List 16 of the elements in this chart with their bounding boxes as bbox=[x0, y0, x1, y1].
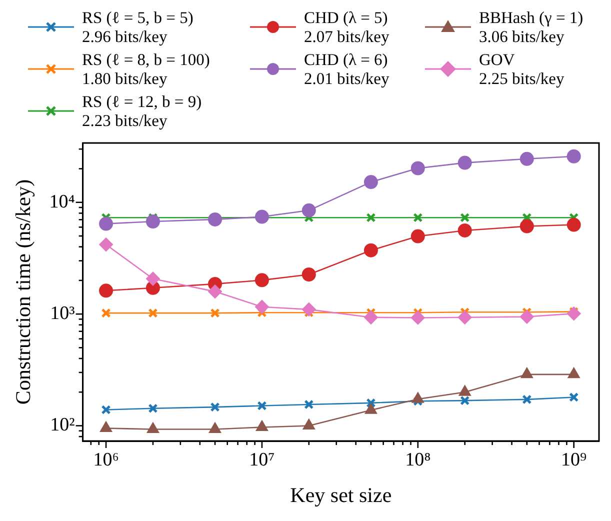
x-tick-label: 10⁶ bbox=[93, 449, 119, 470]
x-axis-title: Key set size bbox=[290, 482, 392, 507]
legend-label: GOV 2.25 bits/key bbox=[479, 50, 564, 88]
legend-label: BBHash (γ = 1) 3.06 bits/key bbox=[479, 8, 584, 46]
x-tick-label: 10⁷ bbox=[249, 449, 275, 470]
legend-label: RS (ℓ = 5, b = 5) 2.96 bits/key bbox=[82, 8, 194, 46]
x-tick-label: 10⁸ bbox=[405, 449, 431, 470]
legend-label: RS (ℓ = 8, b = 100) 1.80 bits/key bbox=[82, 50, 210, 88]
legend-label: RS (ℓ = 12, b = 9) 2.23 bits/key bbox=[82, 92, 202, 130]
x-tick-label: 10⁹ bbox=[561, 449, 588, 470]
legend-label: CHD (λ = 6) 2.01 bits/key bbox=[304, 50, 390, 88]
y-axis-title: Construction time (ns/key) bbox=[11, 179, 36, 405]
y-tick-label: 10³ bbox=[50, 303, 76, 324]
y-tick-label: 10⁴ bbox=[49, 191, 76, 212]
y-tick-label: 10² bbox=[50, 414, 76, 436]
legend-label: CHD (λ = 5) 2.07 bits/key bbox=[304, 8, 390, 46]
